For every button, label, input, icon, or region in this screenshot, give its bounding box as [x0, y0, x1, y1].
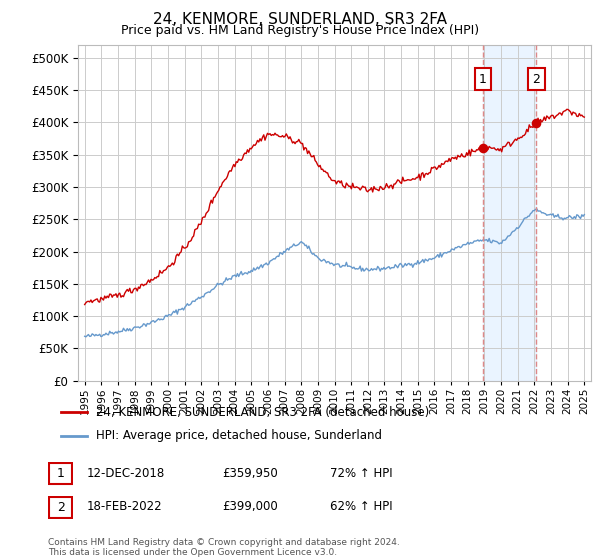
Text: £359,950: £359,950 [222, 466, 278, 480]
Text: 24, KENMORE, SUNDERLAND, SR3 2FA: 24, KENMORE, SUNDERLAND, SR3 2FA [153, 12, 447, 27]
Text: 1: 1 [479, 73, 487, 86]
Text: 18-FEB-2022: 18-FEB-2022 [87, 500, 163, 514]
Text: 2: 2 [56, 501, 65, 514]
Point [532, 119, 541, 128]
Text: HPI: Average price, detached house, Sunderland: HPI: Average price, detached house, Sund… [95, 430, 382, 442]
Text: 24, KENMORE, SUNDERLAND, SR3 2FA (detached house): 24, KENMORE, SUNDERLAND, SR3 2FA (detach… [95, 406, 429, 419]
Text: Price paid vs. HM Land Registry's House Price Index (HPI): Price paid vs. HM Land Registry's House … [121, 24, 479, 36]
Point [478, 144, 488, 153]
Text: 12-DEC-2018: 12-DEC-2018 [87, 466, 165, 480]
Text: 1: 1 [56, 467, 65, 480]
FancyBboxPatch shape [49, 497, 72, 518]
Text: 2: 2 [532, 73, 541, 86]
Bar [483, 45, 536, 381]
FancyBboxPatch shape [49, 463, 72, 484]
Text: Contains HM Land Registry data © Crown copyright and database right 2024.
This d: Contains HM Land Registry data © Crown c… [48, 538, 400, 557]
Text: 72% ↑ HPI: 72% ↑ HPI [330, 466, 392, 480]
Text: 62% ↑ HPI: 62% ↑ HPI [330, 500, 392, 514]
Text: £399,000: £399,000 [222, 500, 278, 514]
